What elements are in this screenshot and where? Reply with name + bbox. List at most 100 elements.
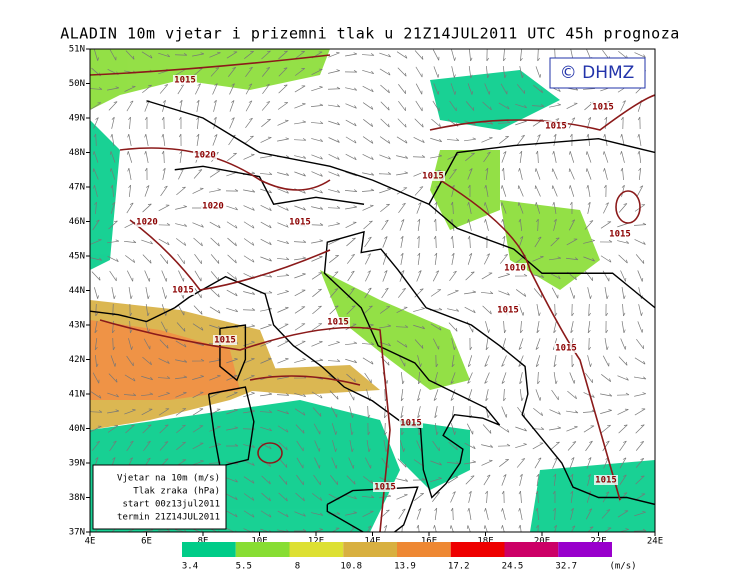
wind-arrow [294, 85, 306, 93]
wind-arrow [243, 189, 256, 193]
wind-arrow [412, 477, 426, 481]
wind-arrow [413, 137, 425, 143]
wind-arrow [516, 84, 526, 94]
wind-arrow [482, 424, 492, 434]
wind-arrow [414, 118, 424, 128]
wind-arrow [328, 69, 340, 74]
wind-arrow [158, 358, 170, 364]
wind-arrow [361, 53, 375, 56]
wind-arrow [450, 201, 454, 215]
wind-arrow [535, 507, 539, 521]
wind-arrow [143, 440, 151, 452]
wind-arrow [551, 168, 558, 180]
x-tick-label: 18E [477, 537, 493, 547]
wind-arrow [464, 442, 476, 450]
wind-arrow [209, 306, 221, 314]
wind-arrow [467, 219, 472, 231]
wind-arrow [434, 422, 439, 436]
wind-arrow [535, 355, 541, 367]
wind-arrow [600, 255, 612, 263]
wind-arrow [192, 442, 204, 450]
coastline [207, 386, 255, 468]
y-tick-label: 39N [69, 459, 85, 469]
wind-arrow [467, 83, 474, 95]
wind-arrow [175, 375, 188, 380]
wind-arrow [362, 510, 374, 517]
wind-arrow [634, 52, 646, 58]
wind-arrow [519, 389, 524, 402]
wind-arrow [616, 392, 630, 396]
wind-arrow [481, 272, 493, 280]
wind-arrow [549, 256, 562, 261]
wind-arrow [432, 49, 440, 61]
wind-field [530, 460, 655, 532]
wind-arrow [553, 473, 557, 486]
wind-arrow [310, 223, 324, 226]
wind-arrow [314, 457, 321, 469]
wind-arrow [432, 440, 440, 452]
wind-arrow [127, 167, 132, 180]
wind-arrow [498, 102, 510, 110]
wind-arrow [296, 474, 304, 486]
wind-arrow [294, 358, 306, 363]
wind-arrow [587, 201, 591, 214]
colorbar-swatch [289, 542, 344, 557]
coastline [174, 165, 365, 206]
wind-arrow [550, 237, 560, 247]
wind-arrow [552, 490, 556, 504]
wind-arrow [532, 442, 544, 450]
wind-arrow [328, 222, 340, 227]
wind-arrow [635, 254, 645, 264]
wind-arrow [227, 254, 237, 264]
wind-arrow [160, 254, 169, 264]
wind-arrow [192, 391, 204, 398]
wind-arrow [278, 67, 288, 77]
wind-arrow [329, 390, 339, 400]
wind-arrow [585, 508, 593, 520]
wind-arrow [536, 321, 540, 334]
wind-arrow [142, 424, 152, 434]
wind-arrow [293, 138, 307, 141]
wind-arrow [501, 525, 505, 532]
wind-arrow [175, 205, 187, 210]
isobar [429, 94, 655, 131]
wind-arrow [535, 202, 541, 214]
wind-arrow [361, 342, 375, 345]
wind-arrow [519, 66, 524, 78]
wind-arrow [567, 390, 577, 400]
wind-arrow [622, 303, 626, 317]
wind-arrow [397, 458, 407, 468]
wind-arrow [331, 423, 337, 435]
wind-arrow [550, 441, 560, 451]
wind-arrow [90, 102, 102, 110]
wind-arrow [533, 84, 543, 94]
wind-arrow [583, 425, 595, 433]
wind-arrow [129, 303, 133, 317]
wind-arrow [414, 492, 424, 501]
wind-arrow [467, 253, 473, 265]
wind-arrows [90, 49, 647, 532]
wind-arrow [449, 100, 457, 112]
wind-arrow [260, 323, 272, 330]
isobar [249, 375, 361, 386]
wind-arrow [109, 440, 117, 452]
wind-arrow [196, 116, 199, 130]
y-tick-label: 38N [69, 493, 85, 503]
wind-arrow [604, 287, 609, 300]
wind-arrow [503, 388, 506, 402]
wind-arrow [367, 422, 371, 436]
wind-arrow [345, 136, 357, 144]
wind-arrow [127, 151, 133, 163]
wind-arrow [259, 172, 273, 175]
wind-arrow [433, 66, 440, 78]
wind-arrow [94, 287, 99, 299]
wind-arrow [396, 51, 408, 59]
wind-arrow [226, 289, 238, 297]
wind-arrow [225, 188, 239, 192]
wind-arrow [605, 320, 609, 334]
wind-arrow [212, 134, 218, 146]
wind-arrow [379, 68, 391, 76]
wind-arrow [175, 223, 188, 227]
colorbar-unit: (m/s) [609, 562, 636, 572]
